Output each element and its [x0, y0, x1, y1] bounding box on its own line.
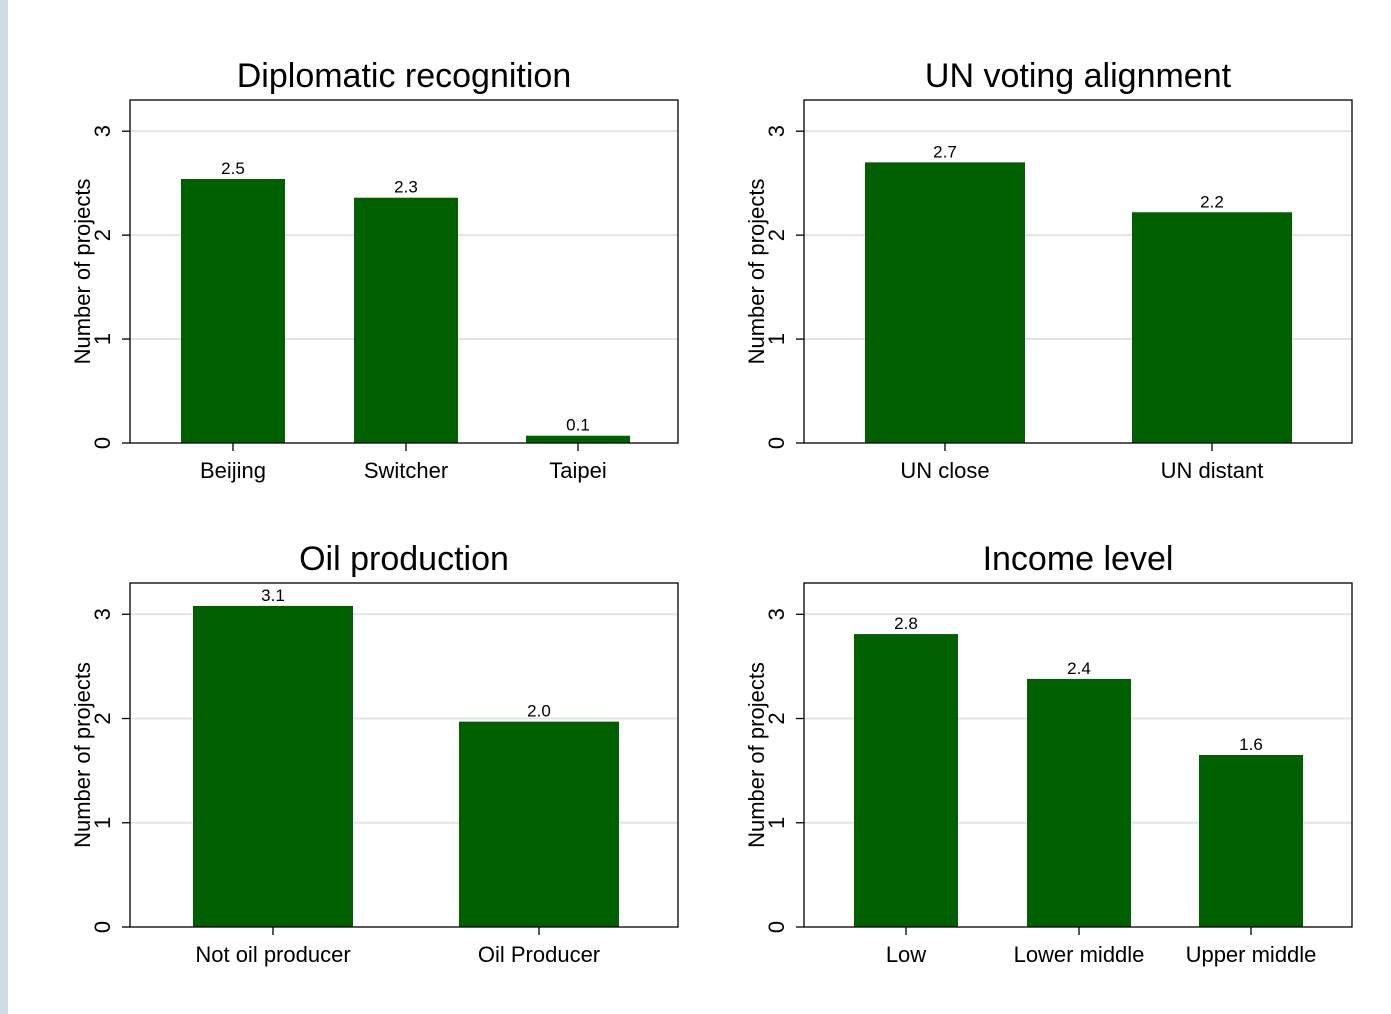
bar-upper-middle	[1199, 755, 1303, 927]
bar-un-distant	[1132, 212, 1292, 443]
chart-title: Income level	[983, 540, 1174, 578]
bar-value-label: 3.1	[261, 586, 285, 605]
y-tick-label: 3	[764, 125, 789, 137]
x-tick-label: Upper middle	[1186, 942, 1317, 967]
figure-canvas: Diplomatic recognition 0 1 2 3 Number of proj…	[8, 0, 1391, 1014]
y-tick-label: 2	[764, 712, 789, 724]
x-tick-label: Switcher	[364, 458, 448, 483]
bar-value-label: 2.4	[1067, 659, 1091, 678]
bar-oil-producer	[459, 721, 619, 927]
bar-value-label: 2.7	[933, 142, 957, 161]
y-tick-label: 2	[764, 229, 789, 241]
chart-title: Oil production	[299, 540, 509, 578]
y-tick-label: 1	[764, 817, 789, 829]
y-tick-label: 1	[90, 333, 115, 345]
y-axis-label: Number of projects	[70, 662, 95, 848]
bar-un-close	[865, 162, 1025, 443]
chart-panel-2: UN voting alignment 0 1 2 3 Number of project…	[744, 57, 1353, 483]
chart-title: Diplomatic recognition	[237, 57, 572, 95]
plot-frame	[129, 582, 679, 928]
y-axis-label: Number of projects	[70, 179, 95, 365]
x-tick-label: Low	[886, 942, 926, 967]
y-axis-label: Number of projects	[744, 662, 769, 848]
y-tick-label: 3	[764, 608, 789, 620]
bar-low	[854, 634, 958, 927]
chart-panel-1: Diplomatic recognition 0 1 2 3 Number of proj…	[70, 57, 679, 483]
bar-taipei	[526, 435, 630, 443]
bar-value-label: 2.0	[527, 702, 551, 721]
bar-value-label: 1.6	[1239, 735, 1263, 754]
y-axis-label: Number of projects	[744, 179, 769, 365]
y-tick-label: 3	[90, 125, 115, 137]
x-tick-label: Lower middle	[1014, 942, 1145, 967]
plot-frame	[803, 99, 1353, 444]
bar-beijing	[181, 178, 285, 443]
x-tick-label: Taipei	[549, 458, 606, 483]
y-tick-label: 1	[764, 333, 789, 345]
y-tick-label: 0	[764, 921, 789, 933]
y-tick-label: 2	[90, 229, 115, 241]
bar-switcher	[354, 197, 458, 443]
bar-lower-middle	[1027, 678, 1131, 927]
bar-value-label: 0.1	[566, 416, 590, 435]
bar-value-label: 2.8	[894, 614, 918, 633]
bar-value-label: 2.3	[394, 178, 418, 197]
x-tick-label: UN close	[900, 458, 989, 483]
y-tick-label: 0	[90, 437, 115, 449]
bar-value-label: 2.5	[221, 159, 245, 178]
chart-grid: Diplomatic recognition 0 1 2 3 Number of proj…	[70, 57, 1353, 967]
y-tick-label: 0	[90, 921, 115, 933]
bar-value-label: 2.2	[1200, 192, 1224, 211]
x-tick-label: UN distant	[1161, 458, 1264, 483]
y-tick-label: 0	[764, 437, 789, 449]
y-tick-label: 2	[90, 712, 115, 724]
y-tick-label: 3	[90, 608, 115, 620]
y-tick-label: 1	[90, 817, 115, 829]
x-tick-label: Not oil producer	[195, 942, 350, 967]
bar-not-oil-producer	[193, 605, 353, 927]
plot-frame	[803, 582, 1353, 928]
x-tick-label: Oil Producer	[478, 942, 600, 967]
x-tick-label: Beijing	[200, 458, 266, 483]
chart-panel-4: Income level 0 1 2 3 Number of projects 2.8 Low…	[744, 540, 1353, 967]
chart-title: UN voting alignment	[925, 57, 1232, 95]
plot-frame	[129, 99, 679, 444]
chart-panel-3: Oil production 0 1 2 3 Number of projects 3.1 N…	[70, 540, 679, 967]
